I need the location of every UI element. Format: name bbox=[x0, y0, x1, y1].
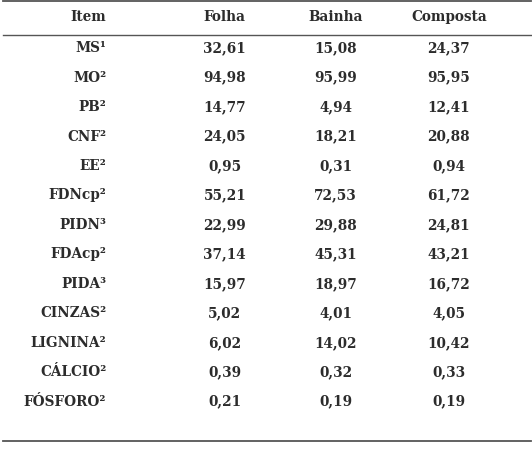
Text: 95,95: 95,95 bbox=[428, 70, 470, 85]
Text: 0,39: 0,39 bbox=[208, 365, 242, 379]
Text: 94,98: 94,98 bbox=[204, 70, 246, 85]
Text: 12,41: 12,41 bbox=[428, 100, 470, 114]
Text: 15,97: 15,97 bbox=[203, 277, 246, 291]
Text: 5,02: 5,02 bbox=[208, 306, 242, 320]
Text: EE²: EE² bbox=[79, 159, 106, 173]
Text: 4,05: 4,05 bbox=[433, 306, 466, 320]
Text: 14,02: 14,02 bbox=[314, 336, 357, 350]
Text: 72,53: 72,53 bbox=[314, 189, 357, 202]
Text: 4,01: 4,01 bbox=[319, 306, 352, 320]
Text: CNF²: CNF² bbox=[67, 130, 106, 144]
Text: Composta: Composta bbox=[411, 10, 487, 24]
Text: 24,81: 24,81 bbox=[428, 218, 470, 232]
Text: 24,37: 24,37 bbox=[428, 41, 470, 55]
Text: 18,21: 18,21 bbox=[314, 130, 357, 144]
Text: 22,99: 22,99 bbox=[203, 218, 246, 232]
Text: 0,21: 0,21 bbox=[208, 395, 242, 409]
Text: 0,32: 0,32 bbox=[319, 365, 352, 379]
Text: 32,61: 32,61 bbox=[203, 41, 246, 55]
Text: 95,99: 95,99 bbox=[314, 70, 357, 85]
Text: FDNcp²: FDNcp² bbox=[48, 189, 106, 202]
Text: 18,97: 18,97 bbox=[314, 277, 357, 291]
Text: 0,19: 0,19 bbox=[433, 395, 466, 409]
Text: 15,08: 15,08 bbox=[314, 41, 357, 55]
Text: MS¹: MS¹ bbox=[76, 41, 106, 55]
Text: 6,02: 6,02 bbox=[208, 336, 242, 350]
Text: 37,14: 37,14 bbox=[204, 247, 246, 261]
Text: CINZAS²: CINZAS² bbox=[40, 306, 106, 320]
Text: Bainha: Bainha bbox=[308, 10, 363, 24]
Text: LIGNINA²: LIGNINA² bbox=[30, 336, 106, 350]
Text: 43,21: 43,21 bbox=[428, 247, 470, 261]
Text: 4,94: 4,94 bbox=[319, 100, 352, 114]
Text: 45,31: 45,31 bbox=[314, 247, 357, 261]
Text: 20,88: 20,88 bbox=[428, 130, 470, 144]
Text: 0,19: 0,19 bbox=[319, 395, 352, 409]
Text: 16,72: 16,72 bbox=[428, 277, 470, 291]
Text: 61,72: 61,72 bbox=[428, 189, 470, 202]
Text: 0,94: 0,94 bbox=[433, 159, 466, 173]
Text: 24,05: 24,05 bbox=[204, 130, 246, 144]
Text: FDAcp²: FDAcp² bbox=[51, 247, 106, 261]
Text: CÁLCIO²: CÁLCIO² bbox=[40, 365, 106, 379]
Text: 0,31: 0,31 bbox=[319, 159, 352, 173]
Text: 14,77: 14,77 bbox=[204, 100, 246, 114]
Text: PIDN³: PIDN³ bbox=[59, 218, 106, 232]
Text: 0,33: 0,33 bbox=[433, 365, 466, 379]
Text: MO²: MO² bbox=[73, 70, 106, 85]
Text: PB²: PB² bbox=[78, 100, 106, 114]
Text: FÓSFORO²: FÓSFORO² bbox=[24, 395, 106, 409]
Text: 55,21: 55,21 bbox=[203, 189, 246, 202]
Text: Folha: Folha bbox=[204, 10, 246, 24]
Text: 0,95: 0,95 bbox=[208, 159, 242, 173]
Text: 29,88: 29,88 bbox=[314, 218, 357, 232]
Text: 10,42: 10,42 bbox=[428, 336, 470, 350]
Text: Item: Item bbox=[70, 10, 106, 24]
Text: PIDA³: PIDA³ bbox=[61, 277, 106, 291]
